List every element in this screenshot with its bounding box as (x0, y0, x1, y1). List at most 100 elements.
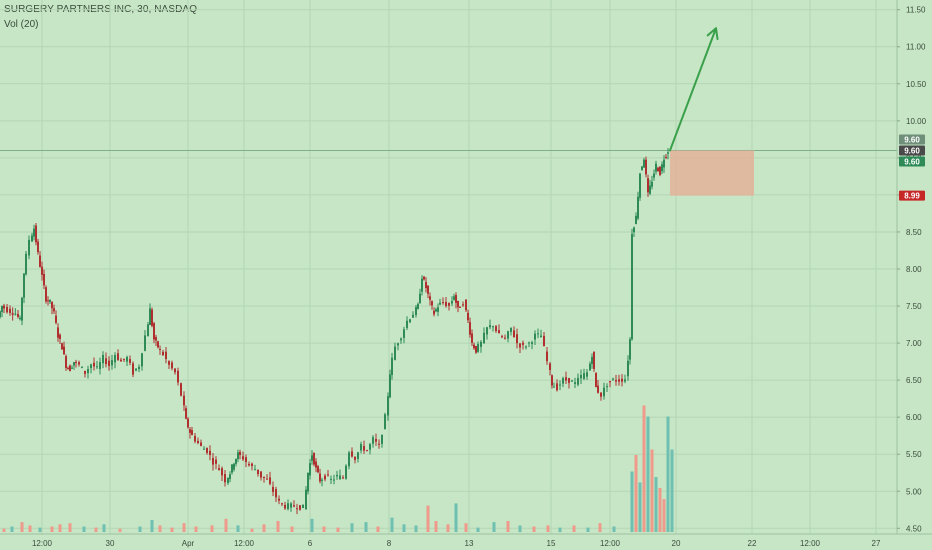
candle-body (138, 366, 140, 370)
volume-bar (322, 526, 326, 532)
candle-body (81, 366, 83, 368)
candle-body (313, 452, 315, 465)
y-tick-label: 7.50 (906, 302, 922, 311)
candle-body (375, 438, 377, 442)
y-tick-label: 8.00 (906, 265, 922, 274)
candle-body (305, 489, 307, 510)
candle-body (6, 306, 8, 313)
candle-body (260, 471, 262, 478)
volume-bar (262, 524, 266, 532)
candle-body (0, 311, 1, 318)
volume-bar (102, 524, 106, 532)
volume-bar (350, 523, 354, 532)
volume-bar (546, 525, 550, 532)
candle-body (266, 478, 268, 480)
volume-bar (630, 471, 634, 532)
candle-body (87, 369, 89, 374)
candle-body (17, 313, 19, 317)
candle-body (41, 266, 43, 275)
x-tick-label: 13 (465, 539, 474, 548)
y-tick-label: 11.00 (906, 43, 926, 52)
candle-body (37, 241, 39, 253)
x-tick-label: 12:00 (800, 539, 821, 548)
volume-bar (236, 525, 240, 532)
candle-body (507, 331, 509, 339)
candle-body (191, 430, 193, 436)
candle-body (475, 346, 477, 353)
volume-bar (150, 519, 154, 532)
candle-body (437, 307, 439, 312)
x-tick-label: 27 (872, 539, 881, 548)
candle-body (324, 475, 326, 480)
candle-body (221, 468, 223, 476)
volume-bar (2, 528, 6, 532)
candle-body (615, 380, 617, 382)
candle-body (307, 472, 309, 492)
candle-body (61, 343, 63, 350)
candle-body (75, 361, 77, 363)
y-tick-label: 11.50 (906, 6, 926, 15)
candle-body (99, 362, 101, 370)
volume-bar (336, 527, 340, 532)
arrow-shaft (669, 27, 717, 152)
candle-body (540, 335, 542, 338)
time-axis[interactable]: 12:00 30 Apr 12:00 6 8 13 15 12:00 20 22 12:00 27 (32, 539, 881, 548)
candle-body (577, 377, 579, 385)
volume-bar (224, 518, 228, 532)
volume-bar (646, 416, 650, 532)
candle-body (600, 392, 602, 397)
candle-body (251, 463, 253, 467)
volume-bar (634, 455, 638, 532)
candle-body (3, 305, 5, 309)
candle-body (571, 380, 573, 382)
volume-bar (638, 482, 642, 532)
price-axis[interactable]: 11.5011.0010.5010.009.509.008.508.007.50… (897, 6, 927, 534)
candle-body (336, 474, 338, 477)
candle-body (293, 505, 295, 507)
candle-body (209, 450, 211, 456)
candle-body (177, 370, 179, 383)
candle-body (653, 173, 655, 178)
volume-bar (194, 526, 198, 532)
candle-body (559, 384, 561, 386)
volume-bar (158, 525, 162, 532)
candle-body (639, 173, 641, 198)
volume-bar (476, 527, 480, 532)
candle-body (442, 302, 444, 304)
candle-body (237, 452, 239, 460)
y-tick-label: 4.50 (906, 524, 922, 533)
candle-body (197, 440, 199, 443)
volume-bar (58, 524, 62, 532)
candle-body (421, 278, 423, 292)
price-label-text: 9.60 (904, 135, 920, 144)
candle-body (174, 368, 176, 373)
candle-body (495, 326, 497, 332)
candle-body (275, 489, 277, 498)
candle-body (144, 335, 146, 351)
candle-body (141, 353, 143, 367)
candle-body (315, 461, 317, 468)
x-tick-label: 12:00 (32, 539, 53, 548)
candle-body (593, 351, 595, 370)
candle-body (659, 166, 661, 175)
candle-body (47, 300, 49, 302)
candle-body (409, 319, 411, 323)
candle-body (597, 385, 599, 393)
candle-body (457, 300, 459, 308)
candle-body (417, 303, 419, 309)
candle-body (218, 468, 220, 471)
y-tick-label: 6.00 (906, 413, 922, 422)
candle-body (69, 365, 71, 372)
candle-body (296, 508, 298, 510)
candle-body (269, 477, 271, 484)
candle-body (28, 239, 30, 256)
candle-body (445, 301, 447, 307)
volume-bar (666, 416, 670, 532)
candle-body (21, 297, 23, 321)
volume-bar (658, 488, 662, 532)
candle-body (647, 178, 649, 193)
candle-body (661, 164, 663, 172)
price-labels: 9.60 9.60 9.60 8.99 (899, 134, 925, 201)
candle-body (342, 477, 344, 479)
